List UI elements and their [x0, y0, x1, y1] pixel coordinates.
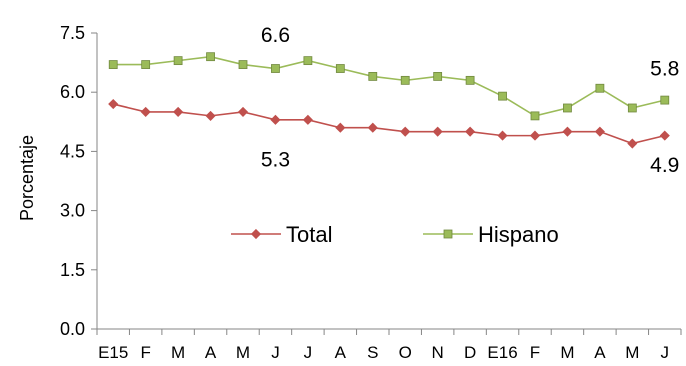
series-line-total [113, 103, 665, 145]
x-tick-label: N [432, 343, 444, 362]
data-label: 5.8 [650, 58, 679, 81]
legend-swatch-marker [250, 228, 262, 240]
x-tick-label: E16 [487, 343, 517, 362]
y-tick-label: 3.0 [60, 201, 85, 221]
data-point-total [400, 126, 411, 137]
y-tick-label: 4.5 [60, 141, 85, 161]
y-axis-title: Porcentaje [17, 135, 37, 221]
data-point-total [627, 138, 638, 149]
data-point-hispano [206, 52, 215, 62]
data-point-hispano [627, 103, 637, 113]
x-tick-label: O [399, 343, 412, 362]
legend-item-hispano: Hispano [423, 222, 559, 247]
x-tick-label: J [271, 343, 280, 362]
legend-swatch-marker [443, 229, 453, 239]
x-tick-label: M [625, 343, 639, 362]
data-point-hispano [368, 72, 378, 81]
data-point-hispano [400, 75, 410, 85]
x-tick-label: M [236, 343, 250, 362]
x-tick-label: E15 [98, 343, 128, 362]
data-label: 6.6 [261, 24, 290, 47]
data-point-total [140, 106, 151, 117]
x-tick-label: D [464, 343, 476, 362]
data-point-total [497, 130, 508, 141]
data-label: 5.3 [261, 148, 290, 171]
data-point-hispano [141, 60, 151, 69]
data-point-total [173, 106, 184, 117]
data-point-hispano [238, 60, 248, 69]
legend: Total Hispano [231, 222, 559, 247]
series-hispano [108, 52, 670, 121]
data-point-hispano [530, 111, 540, 121]
data-point-hispano [660, 95, 670, 105]
y-tick-label: 6.0 [60, 82, 85, 102]
data-point-total [465, 126, 476, 137]
data-point-total [237, 106, 249, 117]
legend-label: Hispano [478, 222, 559, 247]
series-layer [108, 52, 670, 149]
data-label: 4.9 [650, 154, 679, 177]
x-tick-label: S [367, 343, 378, 362]
legend-label: Total [286, 222, 332, 247]
legend-item-total: Total [231, 222, 332, 247]
x-tick-label: M [560, 343, 574, 362]
data-point-total [529, 130, 541, 141]
x-tick-label: F [140, 343, 150, 362]
series-total [108, 98, 670, 149]
x-tick-label: A [205, 343, 217, 362]
data-point-total [335, 122, 346, 133]
x-tick-label: F [530, 343, 540, 362]
x-tick-label: J [661, 343, 670, 362]
data-point-hispano [563, 103, 572, 113]
x-tick-label: A [594, 343, 606, 362]
y-tick-label: 7.5 [60, 23, 85, 43]
data-point-hispano [335, 64, 345, 73]
data-point-hispano [303, 56, 313, 66]
data-point-total [108, 98, 119, 110]
data-point-hispano [465, 75, 475, 85]
x-tick-label: J [304, 343, 313, 362]
data-point-total [302, 114, 313, 125]
data-point-hispano [173, 56, 183, 66]
data-point-total [432, 126, 443, 137]
data-point-hispano [595, 83, 605, 93]
x-tick-label: A [335, 343, 347, 362]
data-point-total [205, 110, 216, 121]
x-tick-label: M [171, 343, 185, 362]
data-point-total [659, 130, 670, 141]
y-tick-label: 1.5 [60, 260, 85, 280]
data-point-total [594, 126, 605, 137]
annotation-layer: 6.6 5.3 5.8 4.9 [261, 24, 680, 177]
data-point-hispano [108, 60, 118, 69]
data-point-total [270, 114, 281, 125]
data-point-hispano [271, 64, 280, 73]
data-point-hispano [433, 72, 443, 81]
data-point-total [562, 126, 573, 137]
series-line-hispano [113, 55, 665, 117]
data-point-total [367, 122, 378, 133]
data-point-hispano [498, 91, 507, 101]
y-tick-label: 0.0 [60, 319, 85, 339]
